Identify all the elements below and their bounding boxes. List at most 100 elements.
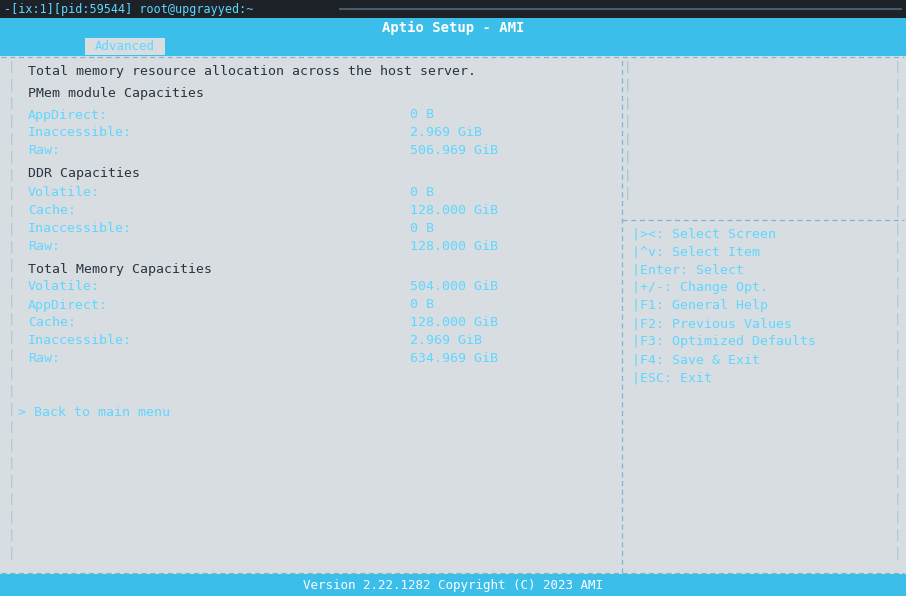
Text: |: |: [8, 511, 15, 523]
Text: |: |: [894, 367, 901, 380]
Text: 0 B: 0 B: [410, 185, 434, 198]
Text: PMem module Capacities: PMem module Capacities: [28, 88, 204, 101]
Text: Advanced: Advanced: [95, 41, 155, 54]
Bar: [0, 38, 906, 56]
Text: |: |: [8, 151, 15, 163]
Text: > Back to main menu: > Back to main menu: [18, 406, 170, 420]
Text: |: |: [894, 402, 901, 415]
Text: |: |: [624, 114, 631, 128]
Bar: [0, 574, 906, 596]
Text: |: |: [894, 439, 901, 452]
Text: 128.000 GiB: 128.000 GiB: [410, 203, 498, 216]
Text: |ESC: Exit: |ESC: Exit: [632, 371, 712, 384]
Text: |: |: [8, 457, 15, 470]
Text: 0 B: 0 B: [410, 222, 434, 234]
Text: Inaccessible:: Inaccessible:: [28, 334, 132, 347]
Text: Raw:: Raw:: [28, 352, 60, 365]
Text: |: |: [8, 529, 15, 542]
Text: |: |: [8, 439, 15, 452]
Text: |: |: [894, 511, 901, 523]
Text: 504.000 GiB: 504.000 GiB: [410, 281, 498, 293]
Text: |: |: [894, 114, 901, 128]
Text: |: |: [8, 132, 15, 145]
Text: 0 B: 0 B: [410, 299, 434, 312]
Text: |F1: General Help: |F1: General Help: [632, 300, 768, 312]
Text: Version 2.22.1282 Copyright (C) 2023 AMI: Version 2.22.1282 Copyright (C) 2023 AMI: [303, 579, 603, 591]
Text: |: |: [894, 259, 901, 272]
Text: Raw:: Raw:: [28, 240, 60, 253]
Text: |: |: [624, 187, 631, 200]
Text: |: |: [894, 547, 901, 560]
Text: |Enter: Select: |Enter: Select: [632, 263, 744, 277]
Text: Total memory resource allocation across the host server.: Total memory resource allocation across …: [28, 64, 476, 77]
Text: -[ix:1][pid:59544] root@upgrayyed:~: -[ix:1][pid:59544] root@upgrayyed:~: [4, 2, 254, 15]
Text: |: |: [894, 222, 901, 235]
Bar: [85, 38, 165, 55]
Text: |: |: [624, 169, 631, 182]
Text: |: |: [8, 474, 15, 488]
Text: |: |: [894, 312, 901, 325]
Text: |: |: [894, 97, 901, 110]
Text: |: |: [8, 204, 15, 218]
Text: |: |: [894, 349, 901, 362]
Text: |: |: [8, 277, 15, 290]
Text: |: |: [894, 529, 901, 542]
Text: |: |: [894, 384, 901, 398]
Text: 2.969 GiB: 2.969 GiB: [410, 126, 482, 139]
Text: Cache:: Cache:: [28, 316, 76, 330]
Text: 2.969 GiB: 2.969 GiB: [410, 334, 482, 347]
Text: Raw:: Raw:: [28, 144, 60, 157]
Text: |: |: [894, 294, 901, 308]
Text: DDR Capacities: DDR Capacities: [28, 167, 140, 181]
Text: |: |: [8, 312, 15, 325]
Text: |: |: [8, 169, 15, 182]
Text: |: |: [894, 169, 901, 182]
Text: |: |: [624, 61, 631, 73]
Text: Volatile:: Volatile:: [28, 185, 100, 198]
Text: 128.000 GiB: 128.000 GiB: [410, 316, 498, 330]
Text: |: |: [894, 277, 901, 290]
Text: |: |: [894, 79, 901, 92]
Text: |: |: [8, 259, 15, 272]
Text: |: |: [624, 97, 631, 110]
Text: |: |: [894, 492, 901, 505]
Text: 506.969 GiB: 506.969 GiB: [410, 144, 498, 157]
Text: |: |: [894, 421, 901, 433]
Text: 128.000 GiB: 128.000 GiB: [410, 240, 498, 253]
Text: |><: Select Screen: |><: Select Screen: [632, 228, 776, 241]
Text: |+/-: Change Opt.: |+/-: Change Opt.: [632, 281, 768, 294]
Text: |: |: [894, 457, 901, 470]
Text: |: |: [8, 114, 15, 128]
Text: Inaccessible:: Inaccessible:: [28, 126, 132, 139]
Text: |: |: [8, 187, 15, 200]
Text: Cache:: Cache:: [28, 203, 76, 216]
Text: |: |: [8, 547, 15, 560]
Text: AppDirect:: AppDirect:: [28, 299, 108, 312]
Text: |: |: [8, 241, 15, 253]
Text: |F4: Save & Exit: |F4: Save & Exit: [632, 353, 760, 367]
Text: |: |: [8, 97, 15, 110]
Bar: [0, 0, 906, 18]
Text: |: |: [8, 294, 15, 308]
Text: |: |: [894, 132, 901, 145]
Text: |: |: [8, 367, 15, 380]
Text: |: |: [8, 492, 15, 505]
Text: |: |: [894, 474, 901, 488]
Text: |: |: [8, 349, 15, 362]
Text: |: |: [894, 61, 901, 73]
Text: |: |: [8, 331, 15, 343]
Text: |: |: [894, 241, 901, 253]
Text: |: |: [8, 61, 15, 73]
Text: |F3: Optimized Defaults: |F3: Optimized Defaults: [632, 336, 816, 349]
Text: Volatile:: Volatile:: [28, 281, 100, 293]
Text: |: |: [894, 204, 901, 218]
Text: |: |: [624, 151, 631, 163]
Text: |: |: [624, 132, 631, 145]
Bar: [0, 56, 906, 574]
Text: |: |: [624, 79, 631, 92]
Text: 0 B: 0 B: [410, 108, 434, 122]
Text: |^v: Select Item: |^v: Select Item: [632, 246, 760, 259]
Text: |: |: [894, 331, 901, 343]
Text: |: |: [8, 222, 15, 235]
Text: |: |: [8, 421, 15, 433]
